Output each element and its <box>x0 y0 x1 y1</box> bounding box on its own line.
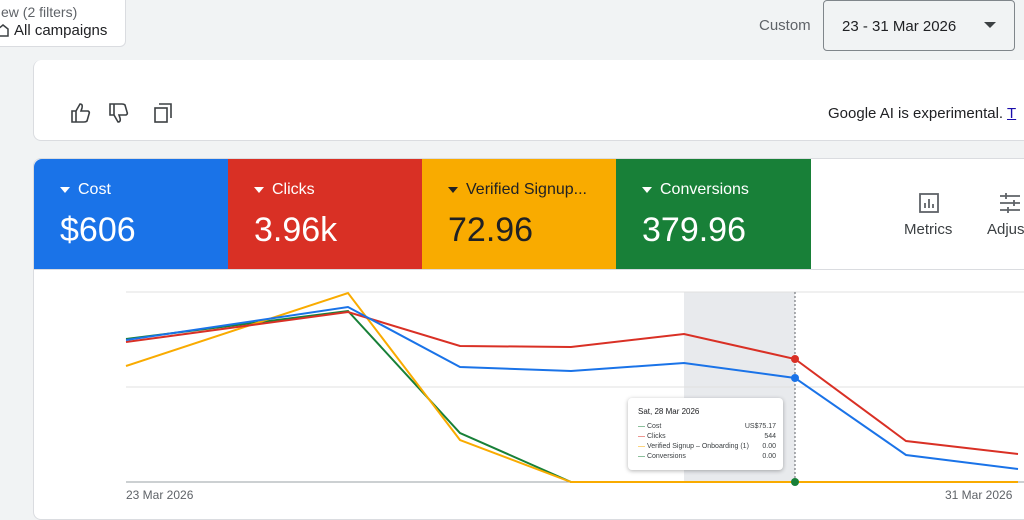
metric-label: Conversions <box>642 181 749 199</box>
metric-label-text: Conversions <box>660 181 749 198</box>
tooltip-value: US$75.17 <box>744 423 776 430</box>
x-start-label: 23 Mar 2026 <box>126 488 194 502</box>
metric-value: 379.96 <box>642 211 746 249</box>
tooltip-value: 544 <box>764 433 776 440</box>
date-label: Custom <box>759 17 811 34</box>
action-label[interactable]: Metrics <box>904 221 953 238</box>
feedback-icons[interactable] <box>70 102 180 124</box>
date-picker[interactable]: 23 - 31 Mar 2026 <box>823 0 1015 51</box>
metric-label-text: Verified Signup... <box>466 181 587 198</box>
metric-label: Verified Signup... <box>448 181 587 199</box>
conversions-line <box>125 309 1018 483</box>
tooltip-value: 0.00 <box>762 443 776 450</box>
divider <box>34 269 1024 270</box>
tooltip-row: — Cost US$75.17 <box>638 423 776 430</box>
tooltip-key: Conversions <box>646 453 686 460</box>
ai-link[interactable]: T <box>1007 105 1017 122</box>
action-label[interactable]: Adjus <box>987 221 1024 238</box>
filter-title: All campaigns <box>14 22 108 39</box>
tooltip-value: 0.00 <box>762 453 776 460</box>
metric-label-text: Clicks <box>272 181 315 198</box>
ai-note-text: Google AI is experimental. <box>828 105 1004 122</box>
dropdown-arrow <box>984 22 996 28</box>
date-value: 23 - 31 Mar 2026 <box>842 18 957 35</box>
metric-tile[interactable]: Conversions 379.96 <box>616 159 811 269</box>
campaign-icon <box>0 24 9 37</box>
metric-label: Clicks <box>254 181 315 199</box>
trend-chart <box>125 291 1024 486</box>
metric-value: 72.96 <box>448 211 534 249</box>
filter-subtitle: ew (2 filters) <box>1 4 78 20</box>
metric-label: Cost <box>60 181 111 199</box>
tooltip-key: Clicks <box>646 433 666 440</box>
tooltip-row: — Clicks 544 <box>638 433 776 440</box>
metric-tile[interactable]: Cost $606 <box>34 159 228 269</box>
ai-bar: Google AI is experimental. T <box>33 60 1024 141</box>
metric-value: $606 <box>60 211 136 249</box>
tooltip-key: Cost <box>646 423 662 430</box>
filter-card[interactable]: ew (2 filters) All campaigns <box>0 0 126 47</box>
tooltip-key: Verified Signup – Onboarding (1) <box>646 443 749 450</box>
action-icons <box>919 193 1020 213</box>
metric-value: 3.96k <box>254 211 338 249</box>
metric-label-text: Cost <box>78 181 111 198</box>
tooltip-title: Sat, 28 Mar 2026 <box>638 407 700 416</box>
hover-point <box>791 374 799 382</box>
tooltip-row: — Conversions 0.00 <box>638 453 776 460</box>
cost-line <box>125 305 1019 470</box>
hover-point <box>791 478 799 486</box>
ai-note: Google AI is experimental. T <box>828 105 1016 122</box>
metric-tile[interactable]: Verified Signup... 72.96 <box>422 159 616 269</box>
clicks-line <box>125 310 1019 455</box>
tooltip-row: — Verified Signup – Onboarding (1) 0.00 <box>638 443 776 450</box>
tooltip: Sat, 28 Mar 2026 — Cost US$75.17 — Clicks… <box>628 398 783 470</box>
x-end-label: 31 Mar 2026 <box>945 488 1013 502</box>
metric-tile[interactable]: Clicks 3.96k <box>228 159 422 269</box>
hover-point <box>791 355 799 363</box>
